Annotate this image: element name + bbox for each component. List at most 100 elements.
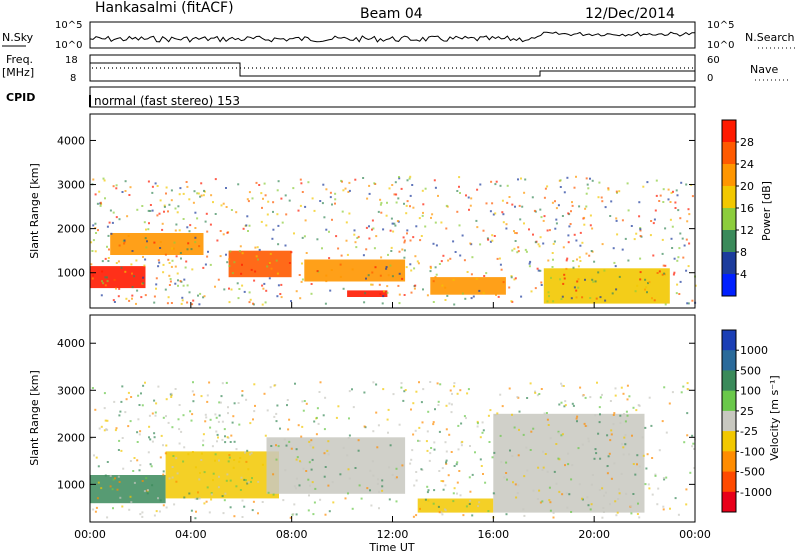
velocity-speckle: [310, 439, 313, 442]
power-speckle: [626, 182, 629, 185]
power-speckle: [125, 297, 128, 300]
power-speckle: [265, 289, 268, 292]
velocity-speckle: [548, 486, 551, 489]
power-speckle: [140, 296, 143, 299]
velocity-speckle: [347, 468, 350, 471]
velocity-speckle: [339, 473, 342, 476]
velocity-speckle: [645, 467, 648, 470]
velocity-speckle: [476, 425, 479, 428]
velocity-colorbar-tick-label: 25: [740, 405, 754, 418]
power-speckle: [653, 218, 656, 221]
velocity-speckle: [149, 463, 152, 466]
power-speckle: [92, 224, 95, 227]
velocity-speckle: [445, 462, 448, 465]
velocity-speckle: [607, 455, 610, 458]
power-speckle: [248, 191, 251, 194]
velocity-region-1: [165, 451, 279, 499]
power-speckle: [331, 218, 333, 221]
power-speckle: [155, 287, 157, 290]
velocity-speckle: [94, 510, 97, 513]
velocity-speckle: [451, 392, 453, 395]
power-speckle: [651, 297, 653, 300]
power-speckle: [362, 177, 365, 179]
power-speckle: [285, 213, 288, 216]
power-colorbar-tick-label: 4: [740, 268, 747, 281]
power-speckle: [94, 222, 97, 225]
velocity-speckle: [252, 418, 254, 421]
velocity-speckle: [568, 493, 571, 496]
power-speckle: [661, 273, 664, 276]
power-speckle: [161, 222, 164, 225]
velocity-speckle: [620, 472, 623, 475]
velocity-speckle: [624, 434, 627, 437]
velocity-speckle: [182, 414, 185, 417]
power-speckle: [115, 262, 118, 264]
power-speckle: [310, 283, 313, 285]
velocity-speckle: [171, 476, 174, 479]
velocity-speckle: [206, 394, 209, 397]
velocity-speckle: [395, 476, 398, 479]
power-speckle: [231, 272, 234, 275]
power-speckle: [673, 257, 676, 260]
power-speckle: [373, 247, 376, 250]
power-speckle: [385, 214, 388, 217]
power-speckle: [182, 218, 185, 220]
velocity-speckle: [308, 494, 310, 497]
velocity-speckle: [376, 482, 379, 485]
velocity-speckle: [651, 457, 654, 459]
power-speckle: [276, 213, 279, 216]
power-speckle: [409, 263, 412, 266]
power-speckle: [260, 192, 263, 195]
power-speckle: [589, 214, 592, 217]
power-speckle: [508, 286, 511, 289]
velocity-speckle: [247, 481, 250, 484]
velocity-speckle: [224, 441, 227, 444]
power-speckle: [489, 210, 492, 213]
power-speckle: [101, 270, 104, 273]
velocity-speckle: [228, 456, 231, 459]
velocity-speckle: [669, 507, 671, 510]
velocity-speckle: [311, 458, 314, 461]
velocity-speckle: [319, 498, 322, 501]
power-speckle: [158, 212, 161, 215]
power-speckle: [584, 207, 587, 210]
power-speckle: [470, 273, 473, 276]
velocity-speckle: [542, 450, 544, 453]
cpid-label: CPID: [6, 91, 35, 104]
power-speckle: [263, 282, 266, 285]
velocity-speckle: [628, 395, 631, 398]
velocity-speckle: [505, 461, 508, 464]
power-speckle: [204, 263, 207, 266]
power-speckle: [514, 277, 517, 280]
power-speckle: [163, 205, 166, 208]
velocity-speckle: [558, 403, 561, 406]
power-speckle: [403, 241, 406, 244]
power-speckle: [636, 284, 639, 287]
velocity-speckle: [104, 419, 107, 422]
power-speckle: [364, 292, 367, 295]
power-speckle: [277, 243, 280, 246]
power-speckle: [188, 291, 191, 294]
velocity-speckle: [618, 488, 620, 491]
velocity-speckle: [594, 414, 597, 417]
velocity-speckle: [637, 404, 640, 407]
power-speckle: [585, 205, 588, 208]
power-speckle: [618, 190, 621, 193]
power-speckle: [188, 230, 191, 233]
power-speckle: [566, 257, 569, 260]
power-speckle: [461, 292, 464, 295]
velocity-speckle: [119, 410, 122, 413]
velocity-speckle: [337, 405, 340, 408]
power-speckle: [554, 200, 556, 203]
power-speckle: [393, 193, 396, 196]
velocity-speckle: [417, 439, 419, 442]
power-speckle: [191, 303, 194, 306]
power-speckle: [604, 206, 607, 209]
velocity-speckle: [147, 451, 150, 454]
velocity-speckle: [457, 448, 460, 451]
velocity-speckle: [155, 402, 158, 405]
velocity-speckle: [375, 411, 378, 414]
power-speckle: [311, 197, 314, 200]
power-speckle: [421, 189, 424, 192]
power-speckle: [466, 271, 469, 273]
